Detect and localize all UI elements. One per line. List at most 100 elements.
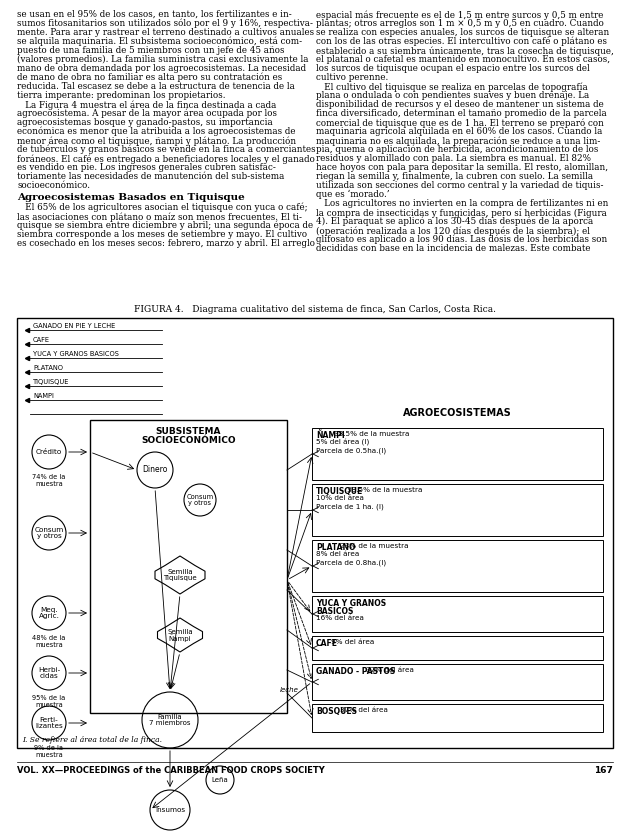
Bar [312,704,603,732]
Text: AGROECOSISTEMAS: AGROECOSISTEMAS [403,408,512,418]
Text: quisque se siembra entre diciembre y abril; una segunda época de: quisque se siembra entre diciembre y abr… [17,221,313,230]
Text: (valores promedios). La familia suministra casi exclusivamente la: (valores promedios). La familia suminist… [17,55,309,64]
Text: (operación realizada a los 120 días después de la siembra); el: (operación realizada a los 120 días desp… [316,226,590,235]
Text: económica es menor que la atribuida a los agroecosistemas de: económica es menor que la atribuida a lo… [17,127,295,136]
Bar [312,664,603,700]
Text: Ñampi: Ñampi [169,634,192,641]
Text: es cosechado en los meses secos: febrero, marzo y abril. El arreglo: es cosechado en los meses secos: febrero… [17,239,315,248]
Text: socioeconómico.: socioeconómico. [17,181,90,190]
Text: Leña: Leña [212,777,228,783]
Text: 95% de la: 95% de la [32,695,66,701]
Text: de tubérculos y granos básicos se vende en la finca a comerciantes: de tubérculos y granos básicos se vende … [17,145,316,155]
Text: 7 miembros: 7 miembros [149,721,191,726]
Text: comercial de tiquisque que es de 1 ha. El terreno se preparó con: comercial de tiquisque que es de 1 ha. E… [316,118,604,127]
Text: Semilla: Semilla [167,629,193,635]
Text: con los de las otras especies. El intercultivo con café o plátano es: con los de las otras especies. El interc… [316,37,607,47]
Text: se usan en el 95% de los casos, en tanto, los fertilizantes e in-: se usan en el 95% de los casos, en tanto… [17,10,292,19]
Text: TIQUISQUE: TIQUISQUE [316,487,364,496]
Text: FIGURA 4.   Diagrama cualitativo del sistema de finca, San Carlos, Costa Rica.: FIGURA 4. Diagrama cualitativo del siste… [134,305,496,314]
Bar [312,596,603,632]
Text: Agric.: Agric. [38,613,59,619]
Text: el platanal o cafetal es mantenido en monocultivo. En estos casos,: el platanal o cafetal es mantenido en mo… [316,55,610,64]
Text: establecido a su siembra únicamente, tras la cosecha de tiquisque,: establecido a su siembra únicamente, tra… [316,46,614,56]
Text: muestra: muestra [35,642,63,648]
Text: Familia: Familia [158,714,182,720]
Text: YUCA Y GRANOS BASICOS: YUCA Y GRANOS BASICOS [33,351,119,357]
Text: Insumos: Insumos [155,807,185,813]
Text: finca diversificado, determinan el tamaño promedio de la parcela: finca diversificado, determinan el tamañ… [316,109,607,118]
Text: 9% de la: 9% de la [35,745,64,751]
Bar [312,484,603,536]
Text: riegan la semilla y, finalmente, la cubren con suelo. La semilla: riegan la semilla y, finalmente, la cubr… [316,172,593,181]
Text: 8% del área: 8% del área [316,551,359,557]
Text: espacial más frecuente es el de 1,5 m entre surcos y 0,5 m entre: espacial más frecuente es el de 1,5 m en… [316,10,604,19]
Text: es vendido en pie. Los ingresos generales cubren satisfac-: es vendido en pie. Los ingresos generale… [17,163,276,172]
Text: Consum: Consum [35,527,64,532]
Text: leche: leche [280,687,299,693]
Text: 167: 167 [594,766,613,775]
Text: Crédito: Crédito [36,449,62,455]
Text: GANADO - PASTOS: GANADO - PASTOS [316,667,395,676]
Text: se realiza con especies anuales, los surcos de tiquisque se alteran: se realiza con especies anuales, los sur… [316,28,609,37]
Text: reducida. Tal escasez se debe a la estructura de tenencia de la: reducida. Tal escasez se debe a la estru… [17,82,295,91]
Text: cidas: cidas [40,673,59,679]
Text: y otros: y otros [188,500,212,506]
Text: El 65% de los agricultores asocian el tiquisque con yuca o café;: El 65% de los agricultores asocian el ti… [17,203,307,212]
Text: Parcela de 1 ha. (I): Parcela de 1 ha. (I) [316,503,384,509]
Text: I. Se refiere al área total de la finca.: I. Se refiere al área total de la finca. [22,736,162,744]
Text: plana o ondulada o con pendientes suaves y buen drenaje. La: plana o ondulada o con pendientes suaves… [316,91,589,100]
Text: decididas con base en la incidencia de malezas. Este combate: decididas con base en la incidencia de m… [316,244,590,253]
Text: YUCA Y GRANOS: YUCA Y GRANOS [316,599,386,608]
Text: CAFE: CAFE [33,337,50,343]
Text: 4). El paraquat se aplicó a los 30-45 días después de la aporca: 4). El paraquat se aplicó a los 30-45 dí… [316,217,593,226]
Text: sumos fitosanitarios son utilizados sólo por el 9 y 16%, respectiva-: sumos fitosanitarios son utilizados sólo… [17,19,313,28]
Text: Parcela de 0.5ha.(I): Parcela de 0.5ha.(I) [316,447,386,453]
Text: hace hoyos con pala para depositar la semilla. El resto, alomillan,: hace hoyos con pala para depositar la se… [316,163,608,172]
Text: 37% del área: 37% del área [340,707,388,713]
Text: 74% de la: 74% de la [32,474,66,480]
Text: residuos y alomillado con pala. La siembra es manual. El 82%: residuos y alomillado con pala. La siemb… [316,154,591,163]
Text: 10% del área: 10% del área [316,495,364,501]
Text: Tiquisque: Tiquisque [163,575,197,581]
Text: tierra imperante: predominan los propietarios.: tierra imperante: predominan los propiet… [17,91,226,100]
Text: de mano de obra no familiar es alta pero su contratación es: de mano de obra no familiar es alta pero… [17,73,282,82]
Text: menor área como el tiquisque, ñampi y plátano. La producción: menor área como el tiquisque, ñampi y pl… [17,136,296,146]
Text: disponibilidad de recursos y el deseo de mantener un sistema de: disponibilidad de recursos y el deseo de… [316,100,604,109]
Text: La Figura 4 muestra el área de la finca destinada a cada: La Figura 4 muestra el área de la finca … [17,100,277,110]
Text: BASICOS: BASICOS [316,607,353,616]
Text: Semilla: Semilla [167,569,193,575]
Text: puesto de una familia de 5 miembros con un jefe de 45 años: puesto de una familia de 5 miembros con … [17,46,285,55]
Text: SUBSISTEMA: SUBSISTEMA [156,427,221,436]
Text: y otros: y otros [37,533,61,539]
Text: TIQUISQUE: TIQUISQUE [33,379,69,385]
Text: la compra de insecticidas y fungicidas, pero sí herbicidas (Figura: la compra de insecticidas y fungicidas, … [316,208,607,217]
Text: agroecosistema. A pesar de la mayor área ocupada por los: agroecosistema. A pesar de la mayor área… [17,109,277,118]
Text: los surcos de tiquisque ocupan el espacio entre los surcos del: los surcos de tiquisque ocupan el espaci… [316,64,590,73]
Text: pia, quema o aplicación de herbicida, acondicionamiento de los: pia, quema o aplicación de herbicida, ac… [316,145,598,155]
Text: agroecosistemas bosque y ganado-pastos, su importancia: agroecosistemas bosque y ganado-pastos, … [17,118,273,127]
Bar [17,318,613,748]
Text: toriamente las necesidades de manutención del sub-sistema: toriamente las necesidades de manutenció… [17,172,284,181]
Text: muestra: muestra [35,752,63,758]
Text: 38.5% de la muestra: 38.5% de la muestra [334,431,410,437]
Text: Agroecosistemas Basados en Tiquisque: Agroecosistemas Basados en Tiquisque [17,193,244,202]
Bar [90,420,287,713]
Text: Herbi-: Herbi- [38,666,60,673]
Text: cultivo perenne.: cultivo perenne. [316,73,388,82]
Text: que es ‘morado.’: que es ‘morado.’ [316,190,389,200]
Text: muestra: muestra [35,481,63,487]
Text: El cultivo del tiquisque se realiza en parcelas de topografía: El cultivo del tiquisque se realiza en p… [316,82,588,92]
Text: 16% del área: 16% del área [316,615,364,621]
Text: GANADO EN PIE Y LECHE: GANADO EN PIE Y LECHE [33,323,115,329]
Text: NAMPI: NAMPI [33,393,54,399]
Text: SOCIOECONÓMICO: SOCIOECONÓMICO [141,436,236,445]
Text: utilizada son secciones del cormo central y la variedad de tiquis-: utilizada son secciones del cormo centra… [316,181,604,190]
Text: 48% de la: 48% de la [32,635,66,641]
Text: muestra: muestra [35,702,63,708]
Text: Dinero: Dinero [142,465,168,474]
Text: VOL. XX—PROCEEDINGS of the CARIBBEAN FOOD CROPS SOCIETY: VOL. XX—PROCEEDINGS of the CARIBBEAN FOO… [17,766,324,775]
Bar [312,540,603,592]
Text: lizantes: lizantes [35,723,63,730]
Text: Meq.: Meq. [40,607,58,612]
Text: Los agricultores no invierten en la compra de fertilizantes ni en: Los agricultores no invierten en la comp… [316,199,609,208]
